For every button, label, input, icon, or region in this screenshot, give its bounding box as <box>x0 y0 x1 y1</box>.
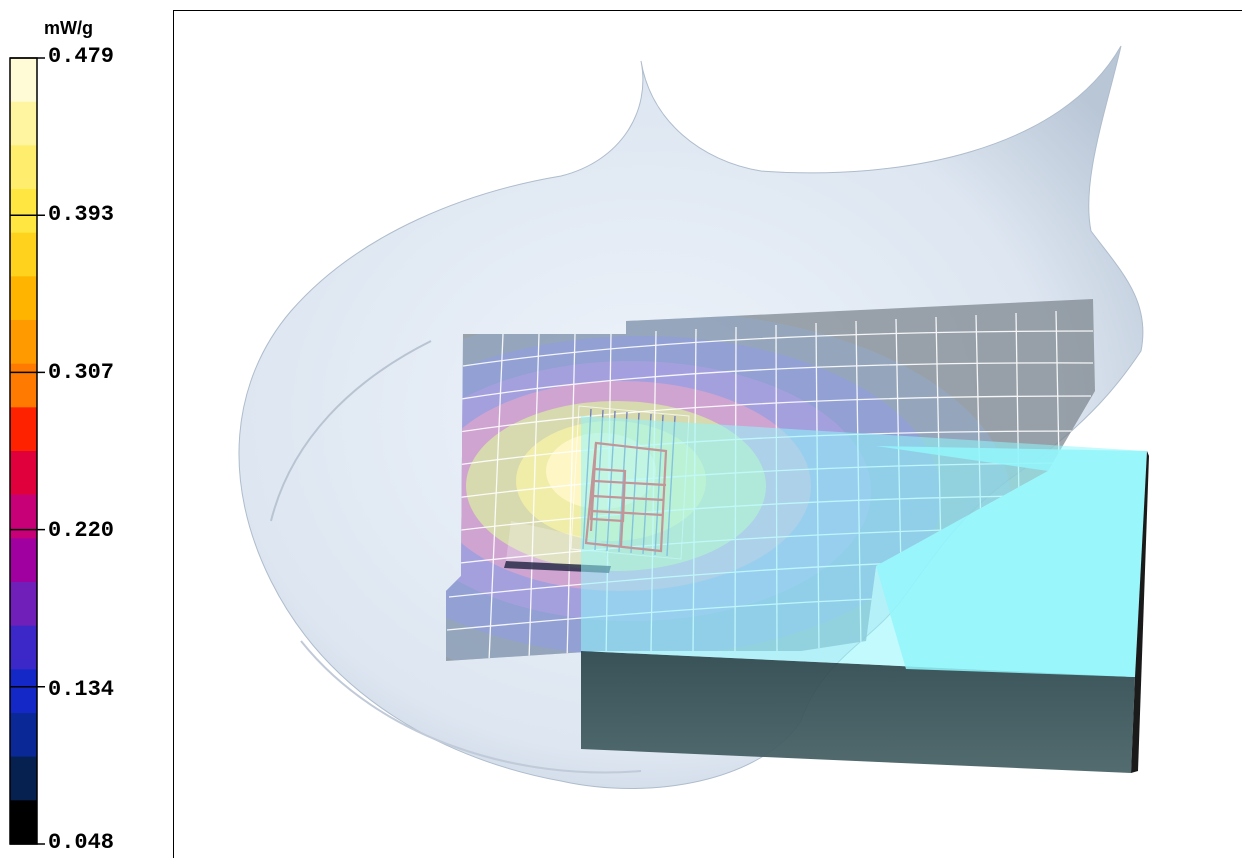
color-scale-segment <box>10 800 37 845</box>
phone-right-edge <box>1131 451 1149 773</box>
head-lower-rim <box>300 640 642 774</box>
color-scale-segment <box>10 713 37 758</box>
unit-label: mW/g <box>44 18 93 38</box>
color-scale-segment <box>10 363 37 408</box>
color-scale-legend: mW/g 0.479 0.393 0.307 0.220 0.134 0.048 <box>0 0 175 858</box>
tick-label-4: 0.220 <box>48 518 115 543</box>
color-scale-bar <box>9 57 45 845</box>
phone-side-face <box>581 651 1135 773</box>
color-scale-segment <box>10 582 37 627</box>
sar-scene <box>238 45 1149 789</box>
color-scale-segment <box>10 451 37 496</box>
color-scale-segment <box>10 494 37 539</box>
color-scale-segment <box>10 625 37 670</box>
tick-label-max: 0.479 <box>48 44 115 69</box>
color-scale-segment <box>10 756 37 801</box>
color-scale-segment <box>10 101 37 146</box>
head-inner-rim <box>270 340 432 522</box>
color-scale-segment <box>10 669 37 714</box>
sar-3d-viewport[interactable] <box>173 10 1242 858</box>
color-scale-segment <box>10 276 37 321</box>
tick-label-5: 0.134 <box>48 677 115 702</box>
color-scale-segment <box>10 320 37 365</box>
tick-label-min: 0.048 <box>48 830 115 855</box>
color-scale-segment <box>10 189 37 234</box>
color-scale-segment <box>10 232 37 277</box>
color-scale-segment <box>10 538 37 583</box>
tick-label-3: 0.307 <box>48 360 115 385</box>
color-scale-segment <box>10 407 37 452</box>
phone-top-face-solid <box>876 446 1147 677</box>
color-scale-segment <box>10 145 37 190</box>
color-scale-segment <box>10 58 37 103</box>
tick-label-2: 0.393 <box>48 202 115 227</box>
